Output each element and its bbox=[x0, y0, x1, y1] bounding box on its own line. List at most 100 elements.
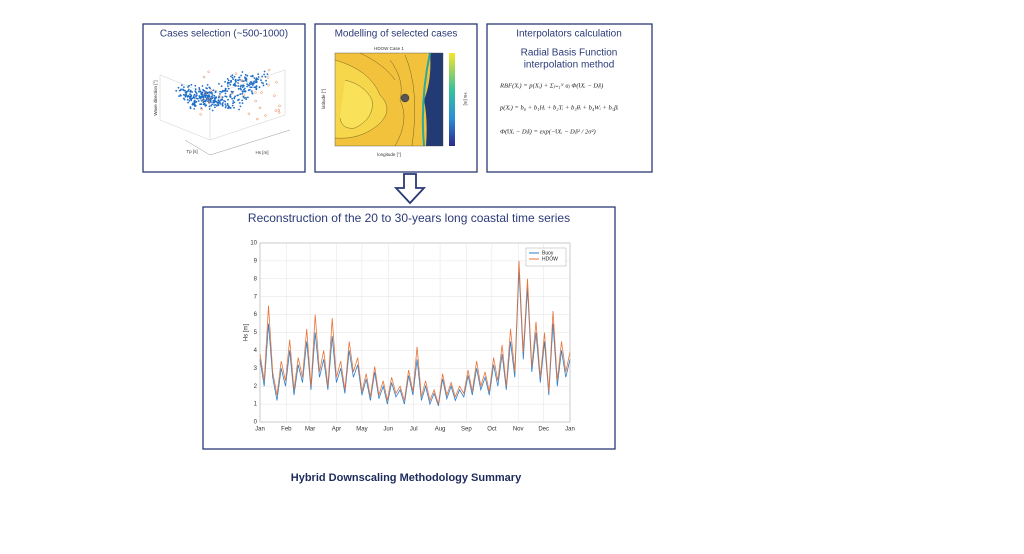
scatter-dot bbox=[220, 91, 223, 93]
scatter-dot bbox=[212, 99, 215, 102]
scatter-dot bbox=[229, 81, 232, 83]
scatter-dot bbox=[244, 73, 247, 76]
scatter-dot bbox=[267, 83, 270, 87]
y-tick-label: 8 bbox=[254, 276, 258, 282]
scatter-dot bbox=[266, 73, 269, 75]
scatter-dot bbox=[211, 94, 214, 96]
axis-label: latitude [°] bbox=[321, 89, 326, 109]
scatter-dot bbox=[194, 105, 196, 107]
scatter-dot bbox=[212, 89, 215, 92]
scatter-dot bbox=[193, 103, 196, 106]
scatter-dot bbox=[239, 105, 242, 108]
scatter-dot bbox=[251, 83, 254, 85]
scatter-dot bbox=[190, 83, 193, 86]
scatter-dot bbox=[178, 95, 181, 97]
y-tick-label: 10 bbox=[250, 241, 257, 247]
scatter-dot bbox=[224, 90, 227, 92]
scatter-dot bbox=[233, 101, 236, 104]
scatter-dot bbox=[231, 76, 234, 79]
scatter-dot bbox=[231, 104, 234, 107]
scatter-dot bbox=[239, 87, 242, 90]
scatter-dot bbox=[266, 76, 270, 79]
scatter-dot bbox=[230, 75, 232, 78]
axis-label: Hs [m] bbox=[256, 150, 269, 155]
scatter-dot bbox=[233, 96, 236, 99]
scatter-dot bbox=[217, 104, 220, 107]
scatter-dot bbox=[237, 99, 239, 102]
scatter-dot bbox=[253, 77, 256, 79]
scatter-dot bbox=[208, 94, 210, 96]
scatter-dot bbox=[202, 94, 204, 97]
panel-title: Cases selection (~500-1000) bbox=[160, 29, 288, 40]
legend-label: HDOW bbox=[542, 256, 558, 262]
axis-label: Wave direction [°] bbox=[153, 80, 158, 115]
scatter-dot bbox=[232, 100, 235, 102]
scatter-dot bbox=[234, 84, 237, 87]
scatter-dot bbox=[194, 90, 197, 92]
scatter-dot bbox=[245, 98, 248, 101]
scatter-dot bbox=[214, 98, 216, 100]
x-tick-label: Nov bbox=[513, 427, 524, 433]
scatter-dot bbox=[197, 100, 200, 102]
scatter-dot bbox=[224, 95, 227, 98]
scatter-dot bbox=[241, 92, 244, 95]
scatter-dot bbox=[231, 74, 234, 77]
y-tick-label: 5 bbox=[254, 330, 258, 336]
scatter-dot bbox=[224, 106, 227, 109]
scatter-dot bbox=[262, 82, 264, 85]
scatter-dot bbox=[263, 73, 265, 76]
contour-illustration bbox=[334, 52, 455, 147]
scatter-dot bbox=[223, 100, 225, 102]
scatter-dot bbox=[244, 90, 247, 93]
scatter-dot bbox=[250, 81, 253, 84]
scatter-dot bbox=[190, 99, 193, 102]
scatter-dot bbox=[175, 89, 178, 92]
scatter-dot bbox=[188, 100, 191, 102]
scatter-dot bbox=[257, 78, 259, 81]
scatter-dot bbox=[253, 80, 256, 83]
scatter-dot bbox=[193, 108, 196, 110]
scatter-dot bbox=[198, 87, 201, 89]
scatter-dot bbox=[254, 99, 257, 103]
scatter-dot bbox=[234, 83, 236, 85]
scatter-dot bbox=[206, 84, 209, 86]
scatter-dot bbox=[205, 91, 207, 93]
scatter-dot bbox=[249, 86, 252, 89]
scatter-dot bbox=[204, 92, 207, 95]
scatter-dot bbox=[211, 96, 214, 99]
scatter-dot bbox=[221, 98, 224, 101]
scatter-illustration bbox=[159, 68, 291, 156]
x-tick-label: Jan bbox=[255, 427, 265, 433]
scatter-dot bbox=[218, 83, 220, 85]
scatter-dot bbox=[198, 88, 201, 91]
scatter-dot bbox=[200, 107, 204, 111]
scatter-dot bbox=[237, 85, 240, 87]
legend-label: Buoy bbox=[542, 250, 554, 256]
scatter-dot bbox=[181, 84, 183, 87]
scatter-dot bbox=[184, 95, 187, 98]
scatter-dot bbox=[214, 104, 217, 106]
scatter-dot bbox=[242, 93, 245, 97]
scatter-dot bbox=[227, 79, 230, 82]
scatter-dot bbox=[221, 96, 224, 98]
scatter-dot bbox=[243, 87, 246, 90]
scatter-dot bbox=[191, 91, 194, 93]
scatter-dot bbox=[202, 101, 205, 104]
scatter-dot bbox=[251, 92, 254, 95]
scatter-dot bbox=[239, 93, 242, 96]
scatter-dot bbox=[187, 88, 190, 91]
scatter-dot bbox=[201, 85, 204, 87]
scatter-dot bbox=[251, 75, 254, 78]
scatter-dot bbox=[203, 90, 206, 92]
scatter-dot bbox=[186, 98, 189, 101]
scatter-dot bbox=[255, 88, 258, 91]
scatter-dot bbox=[192, 95, 195, 97]
scatter-dot bbox=[219, 99, 222, 101]
scatter-dot bbox=[191, 103, 194, 106]
time-series-chart: 0 1 2 3 4 5 6 7 8 9 10 Jan Feb Mar Apr May Jun Jul Aug Sep O… bbox=[244, 241, 575, 433]
scatter-dot bbox=[204, 105, 207, 107]
scatter-dot bbox=[274, 109, 277, 112]
scatter-dot bbox=[219, 101, 221, 103]
scatter-dot bbox=[201, 96, 204, 99]
